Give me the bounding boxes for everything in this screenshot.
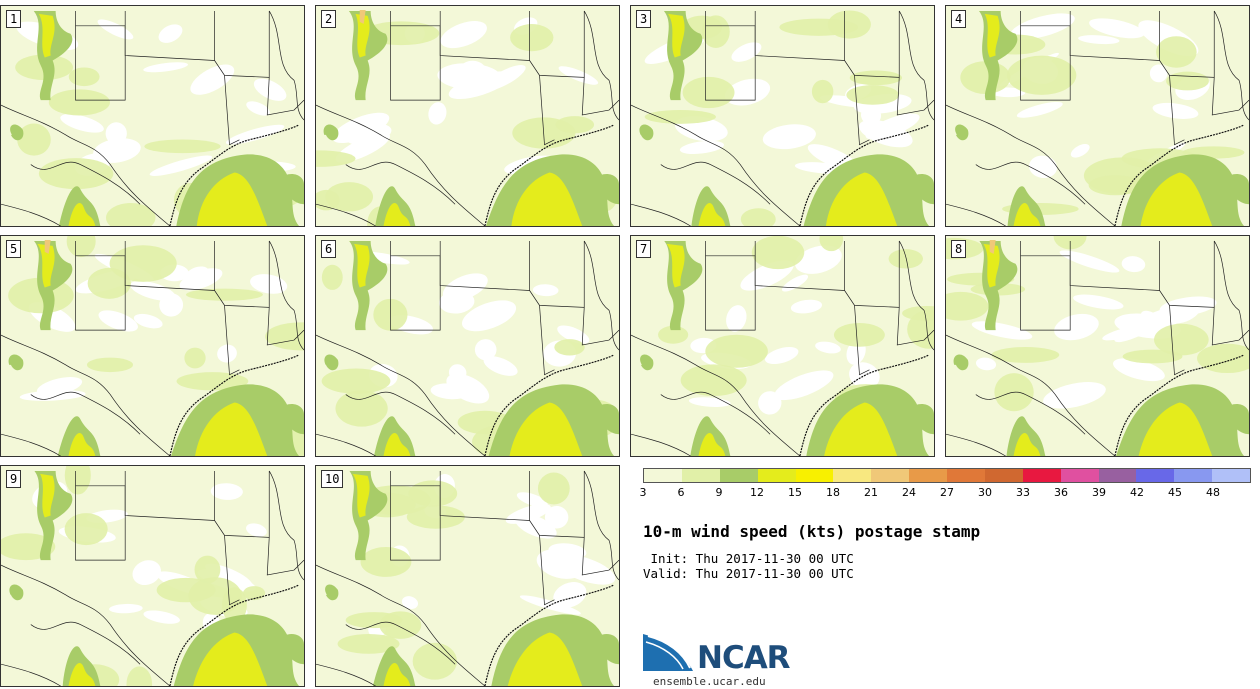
valid-time: Valid: Thu 2017-11-30 00 UTC: [643, 566, 854, 581]
colorbar-tick-label: 9: [715, 486, 723, 499]
member-number: 2: [321, 10, 337, 28]
wind-map: [946, 236, 1249, 456]
member-number: 9: [6, 470, 22, 488]
init-time: Init: Thu 2017-11-30 00 UTC: [643, 551, 854, 566]
colorbar-swatch: [1098, 469, 1137, 482]
colorbar-swatch: [1136, 469, 1175, 482]
colorbar-swatch: [1060, 469, 1099, 482]
member-number: 7: [636, 240, 652, 258]
colorbar-swatch: [1174, 469, 1213, 482]
wind-map: [316, 240, 619, 456]
wind-map: [316, 9, 619, 226]
colorbar-swatch: [681, 469, 720, 482]
wind-map: [1, 466, 304, 686]
ensemble-url: ensemble.ucar.edu: [653, 675, 766, 688]
member-panel: 6: [315, 235, 620, 457]
member-number: 4: [951, 10, 967, 28]
wind-map: [1, 236, 304, 456]
member-panel: 1: [0, 5, 305, 227]
product-title: 10-m wind speed (kts) postage stamp: [643, 522, 981, 541]
wind-map: [946, 10, 1249, 226]
member-panel: 2: [315, 5, 620, 227]
colorbar-tick-label: 18: [826, 486, 840, 499]
member-number: 8: [951, 240, 967, 258]
time-info: Init: Thu 2017-11-30 00 UTC Valid: Thu 20…: [643, 551, 854, 581]
colorbar-swatch: [1022, 469, 1061, 482]
member-number: 10: [321, 470, 344, 488]
wind-map: [1, 10, 304, 226]
ncar-logo-text: NCAR: [697, 640, 791, 676]
wind-map: [316, 470, 619, 686]
member-panel: 8: [945, 235, 1250, 457]
colorbar-tick-label: 6: [677, 486, 685, 499]
colorbar-swatch: [757, 469, 796, 482]
colorbar-tick-label: 3: [639, 486, 647, 499]
colorbar-swatch: [795, 469, 834, 482]
colorbar-tick-label: 30: [978, 486, 992, 499]
member-panel: 3: [630, 5, 935, 227]
member-panel: 4: [945, 5, 1250, 227]
colorbar-swatch: [719, 469, 758, 482]
colorbar-swatch: [1212, 469, 1250, 482]
member-number: 3: [636, 10, 652, 28]
member-panel: 7: [630, 235, 935, 457]
member-number: 5: [6, 240, 22, 258]
colorbar-tick-label: 45: [1168, 486, 1182, 499]
member-panel: 9: [0, 465, 305, 687]
member-number: 1: [6, 10, 22, 28]
colorbar-tick-label: 24: [902, 486, 916, 499]
colorbar-swatch: [909, 469, 947, 482]
colorbar-tick-label: 27: [940, 486, 954, 499]
member-panel: 5: [0, 235, 305, 457]
colorbar-tick-label: 15: [788, 486, 802, 499]
colorbar-tick-label: 36: [1054, 486, 1068, 499]
colorbar-tick-label: 33: [1016, 486, 1030, 499]
colorbar-ticks: 3 6 9 12 15 18 21 24 27 30 33 36 39 42 45 48: [639, 486, 1253, 500]
colorbar-tick-label: 12: [750, 486, 764, 499]
colorbar-tick-label: 21: [864, 486, 878, 499]
member-number: 6: [321, 240, 337, 258]
wind-map: [631, 236, 934, 456]
member-panel: 10: [315, 465, 620, 687]
colorbar-swatch: [947, 469, 985, 482]
colorbar-swatch: [644, 469, 682, 482]
colorbar-swatch: [871, 469, 910, 482]
ncar-logo-icon: [643, 634, 693, 671]
wind-speed-colorbar: [643, 468, 1251, 483]
colorbar-tick-label: 42: [1130, 486, 1144, 499]
colorbar-swatch: [833, 469, 872, 482]
colorbar-swatch: [984, 469, 1023, 482]
colorbar-tick-label: 48: [1206, 486, 1220, 499]
wind-map: [631, 10, 934, 226]
colorbar-tick-label: 39: [1092, 486, 1106, 499]
